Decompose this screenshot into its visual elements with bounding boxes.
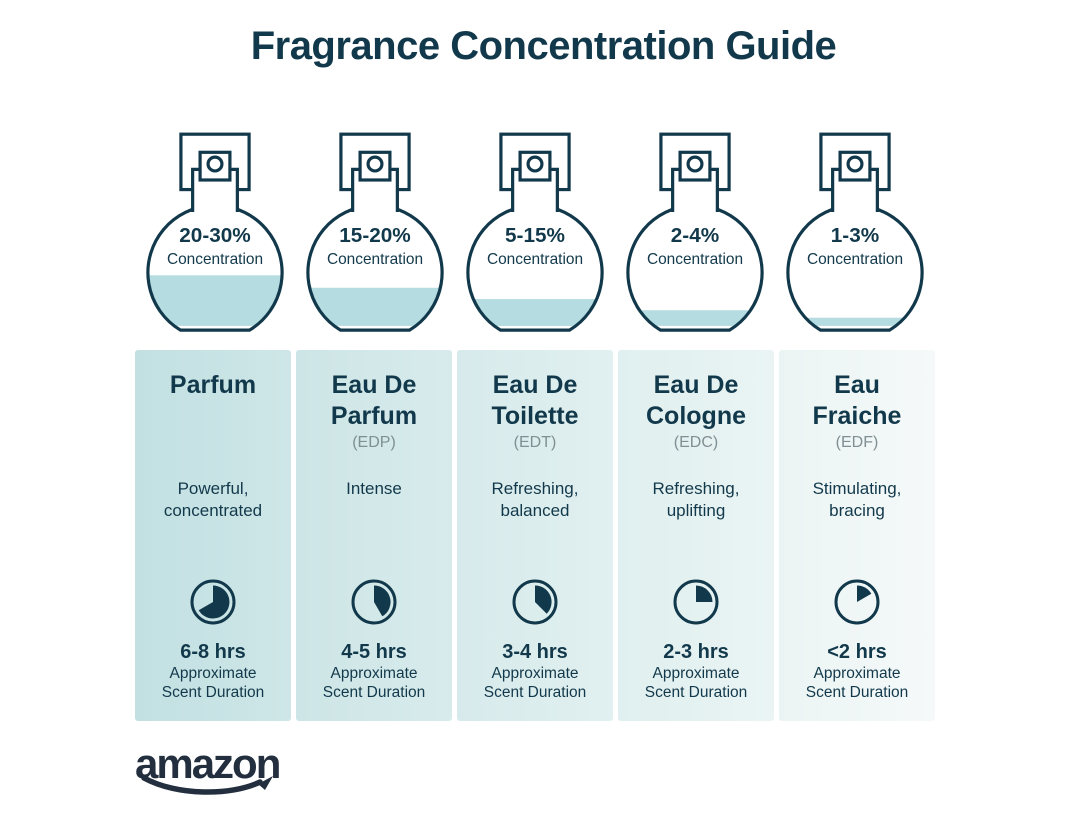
- column-title: Eau Fraiche: [812, 371, 902, 430]
- column-description: Refreshing, balanced: [491, 479, 579, 520]
- clock-icon: [834, 579, 880, 625]
- liquid-fill: [787, 317, 923, 326]
- bottle-cell: 5-15% Concentration: [455, 131, 615, 344]
- column-eau-de-toilette: Eau De Toilette (EDT) Refreshing, balanc…: [457, 350, 613, 721]
- duration-value: 4-5 hrs: [341, 641, 407, 663]
- svg-text:1-3%: 1-3%: [831, 224, 879, 247]
- svg-text:Concentration: Concentration: [807, 251, 903, 268]
- svg-text:5-15%: 5-15%: [505, 224, 565, 247]
- column-title: Eau De Toilette: [491, 371, 579, 430]
- bottle-cell: 20-30% Concentration: [135, 131, 295, 344]
- bottle-eau-de-parfum-icon: 15-20% Concentration: [306, 132, 444, 332]
- duration-note: Approximate Scent Duration: [161, 665, 265, 701]
- amazon-logo: amazon: [135, 740, 295, 799]
- column-abbreviation: (EDT): [513, 434, 557, 451]
- column-abbreviation: (EDF): [835, 434, 879, 451]
- bottles-row: 20-30% Concentration 15-20% Concentration …: [135, 131, 935, 344]
- clock-icon: [512, 579, 558, 625]
- column-title: Eau De Cologne: [646, 371, 746, 430]
- bottle-cell: 15-20% Concentration: [295, 131, 455, 344]
- bottle-cell: 2-4% Concentration: [615, 131, 775, 344]
- column-abbreviation: (EDC): [673, 434, 719, 451]
- duration-note: Approximate Scent Duration: [644, 665, 748, 701]
- amazon-wordmark: amazon: [135, 740, 281, 787]
- clock-icon: [351, 579, 397, 625]
- column-title: Parfum: [169, 371, 257, 399]
- column-description: Stimulating, bracing: [812, 479, 902, 520]
- svg-text:Concentration: Concentration: [487, 251, 583, 268]
- bottle-cell: 1-3% Concentration: [775, 131, 935, 344]
- duration-value: <2 hrs: [827, 641, 887, 663]
- column-eau-de-parfum: Eau De Parfum (EDP) Intense 4-5 hrs Appr…: [296, 350, 452, 721]
- svg-text:Concentration: Concentration: [167, 251, 263, 268]
- liquid-fill: [307, 287, 443, 326]
- svg-text:2-4%: 2-4%: [671, 224, 719, 247]
- liquid-fill: [627, 310, 763, 326]
- column-description: Intense: [346, 479, 402, 498]
- bottle-parfum-icon: 20-30% Concentration: [146, 132, 284, 332]
- page-title: Fragrance Concentration Guide: [250, 24, 837, 68]
- clock-icon: [190, 579, 236, 625]
- duration-note: Approximate Scent Duration: [322, 665, 426, 701]
- column-eau-fraiche: Eau Fraiche (EDF) Stimulating, bracing <…: [779, 350, 935, 721]
- bottle-eau-de-toilette-icon: 5-15% Concentration: [466, 132, 604, 332]
- duration-note: Approximate Scent Duration: [483, 665, 587, 701]
- svg-text:Concentration: Concentration: [327, 251, 423, 268]
- column-description: Refreshing, uplifting: [652, 479, 740, 520]
- clock-icon: [673, 579, 719, 625]
- bottle-eau-fraiche-icon: 1-3% Concentration: [786, 132, 924, 332]
- column-title: Eau De Parfum: [330, 371, 418, 430]
- svg-text:Concentration: Concentration: [647, 251, 743, 268]
- svg-text:15-20%: 15-20%: [339, 224, 411, 247]
- liquid-fill: [147, 275, 283, 326]
- columns-row: Parfum Powerful, concentrated 6-8 hrs Ap…: [135, 350, 935, 721]
- bottle-eau-de-cologne-icon: 2-4% Concentration: [626, 132, 764, 332]
- amazon-smile-icon: [141, 775, 273, 795]
- column-eau-de-cologne: Eau De Cologne (EDC) Refreshing, uplifti…: [618, 350, 774, 721]
- column-abbreviation: (EDP): [352, 434, 396, 451]
- column-parfum: Parfum Powerful, concentrated 6-8 hrs Ap…: [135, 350, 291, 721]
- svg-text:20-30%: 20-30%: [179, 224, 251, 247]
- duration-note: Approximate Scent Duration: [805, 665, 909, 701]
- column-description: Powerful, concentrated: [163, 479, 263, 520]
- duration-value: 3-4 hrs: [502, 641, 568, 663]
- duration-value: 6-8 hrs: [180, 641, 246, 663]
- duration-value: 2-3 hrs: [663, 641, 729, 663]
